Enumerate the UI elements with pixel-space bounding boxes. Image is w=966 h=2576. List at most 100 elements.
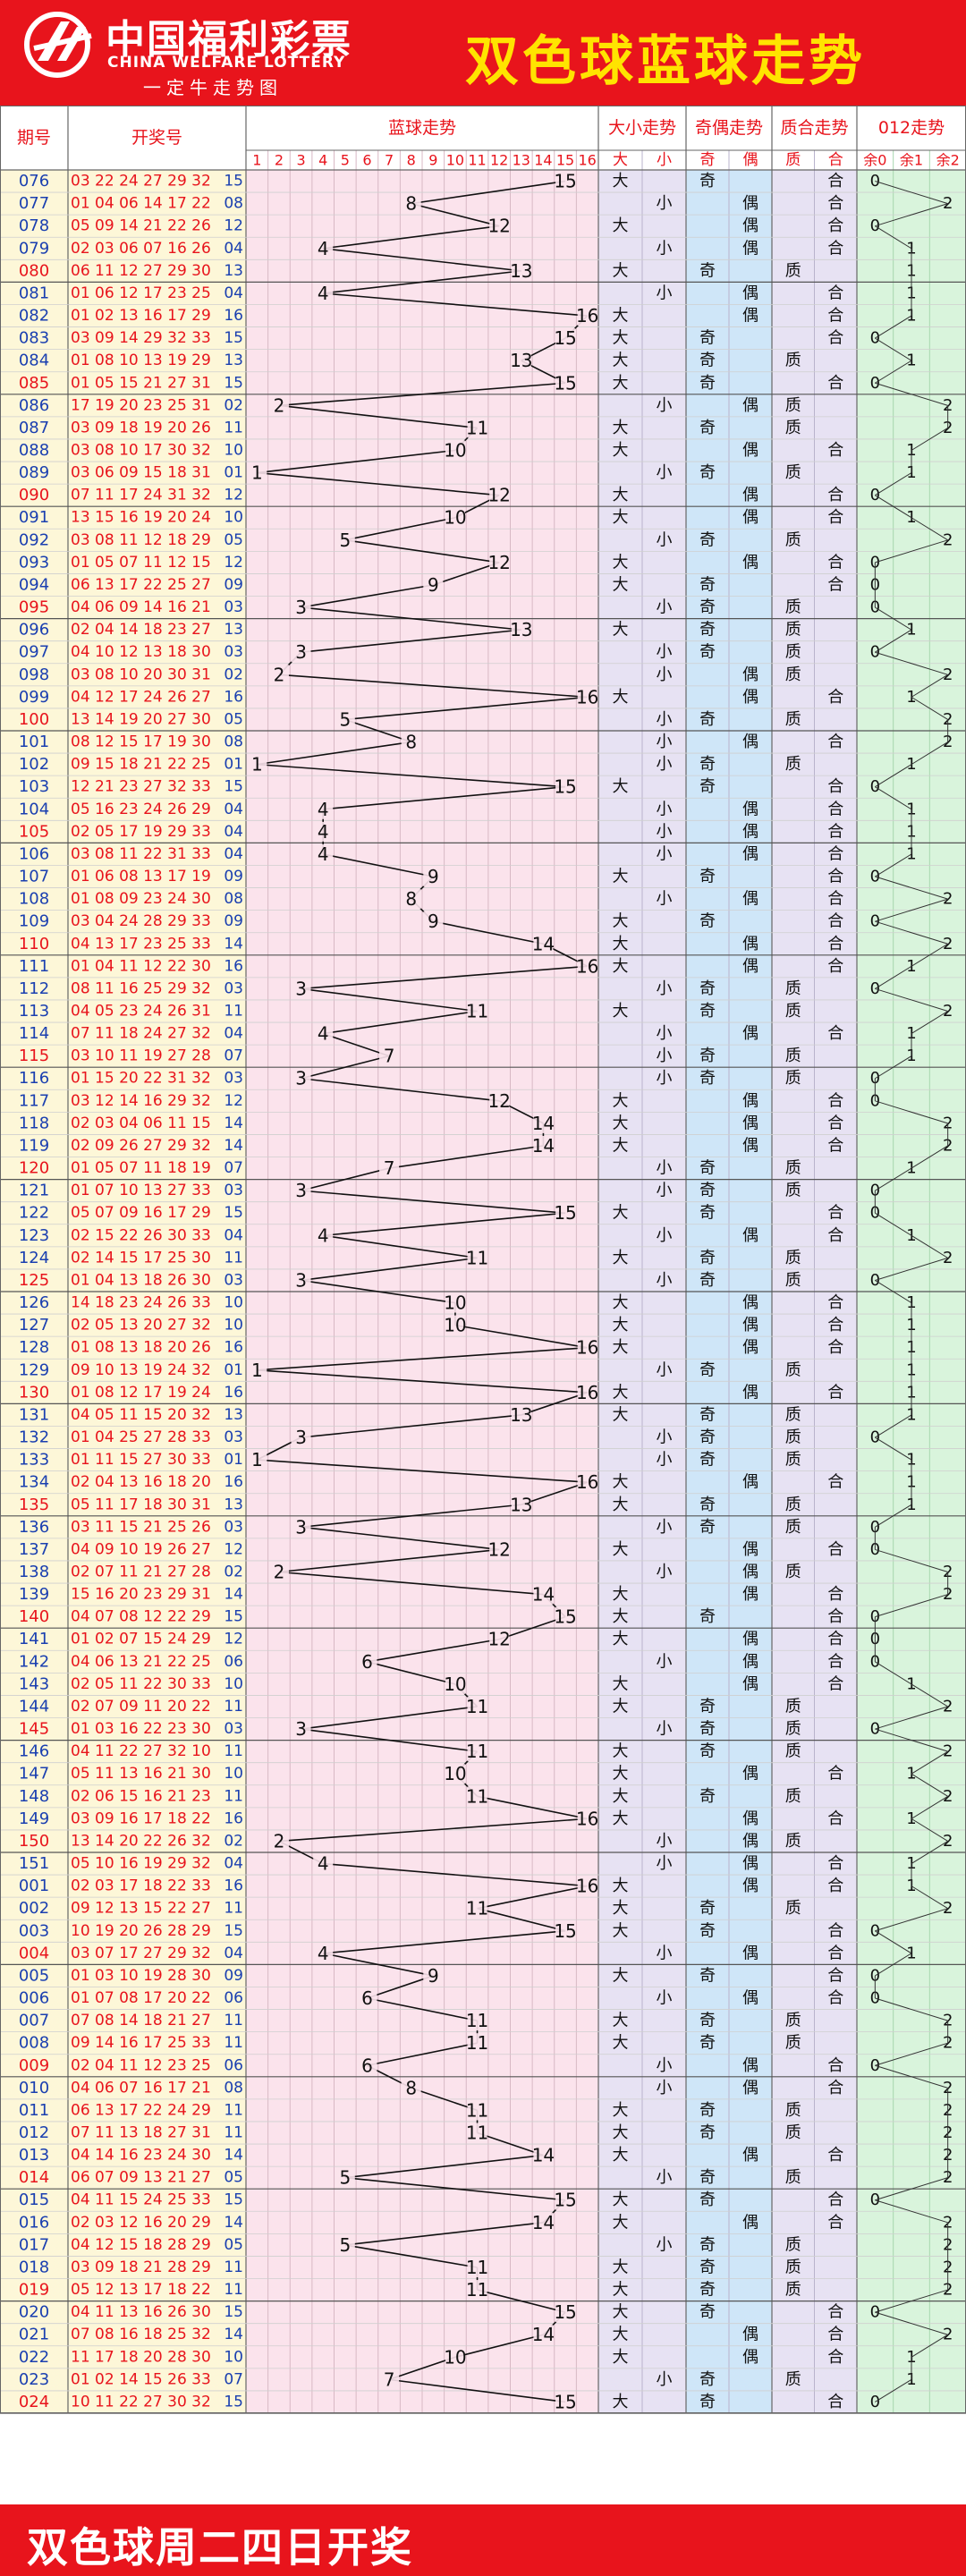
blue-point-bg bbox=[291, 1181, 311, 1201]
blue-trend-point: 12 bbox=[487, 1090, 510, 1112]
issue-number: 101 bbox=[19, 733, 49, 751]
blue-point-bg bbox=[467, 2123, 487, 2143]
red-ball-numbers: 02 14 15 17 25 30 bbox=[71, 1249, 211, 1267]
size-big-mark: 大 bbox=[613, 2123, 629, 2142]
blue-ball-number: 09 bbox=[224, 1967, 243, 1985]
blue-number-header: 9 bbox=[428, 152, 437, 169]
blue-trend-segment bbox=[301, 1526, 500, 1551]
mod-trend-segment bbox=[911, 674, 948, 698]
prime-mark: 质 bbox=[785, 1697, 801, 1716]
blue-trend-point: 15 bbox=[554, 171, 576, 192]
prime-mark: 质 bbox=[785, 1069, 801, 1088]
issue-number: 120 bbox=[19, 1159, 49, 1178]
mod-trend-segment bbox=[911, 943, 948, 967]
blue-number-header: 12 bbox=[490, 152, 508, 169]
prime-mark: 质 bbox=[785, 2370, 801, 2389]
blue-point-bg bbox=[489, 1539, 510, 1560]
size-small-mark: 小 bbox=[657, 2056, 673, 2075]
parity-odd-mark: 奇 bbox=[699, 1496, 716, 1514]
mod-trend-segment bbox=[875, 1908, 948, 1932]
issue-number: 010 bbox=[19, 2079, 49, 2097]
mod-trend-segment bbox=[911, 1750, 948, 1775]
composite-mark: 合 bbox=[827, 1540, 843, 1559]
parity-even-mark: 偶 bbox=[742, 1674, 758, 1693]
size-big-mark: 大 bbox=[613, 216, 629, 235]
parity-odd-mark: 奇 bbox=[699, 2303, 716, 2322]
composite-mark: 合 bbox=[827, 1204, 843, 1223]
blue-point-bg bbox=[489, 1090, 510, 1111]
blue-ball-number: 03 bbox=[224, 979, 243, 997]
blue-ball-number: 01 bbox=[224, 1451, 243, 1469]
composite-mark: 合 bbox=[827, 2146, 843, 2165]
issue-number: 023 bbox=[19, 2370, 49, 2389]
parity-even-mark: 偶 bbox=[742, 1652, 758, 1671]
parity-even-mark: 偶 bbox=[742, 665, 758, 684]
composite-mark: 合 bbox=[827, 777, 843, 796]
mod-trend-segment bbox=[875, 965, 912, 989]
composite-mark: 合 bbox=[827, 172, 843, 191]
composite-mark: 合 bbox=[827, 1293, 843, 1312]
blue-trend-point: 5 bbox=[339, 2167, 351, 2189]
size-small-mark: 小 bbox=[657, 1271, 673, 1290]
blue-trend-segment bbox=[322, 1032, 390, 1057]
issue-number: 113 bbox=[19, 1002, 49, 1021]
blue-point-bg bbox=[533, 1584, 554, 1605]
parity-odd-mark: 奇 bbox=[699, 1405, 716, 1424]
red-ball-numbers: 01 15 20 22 31 32 bbox=[71, 1070, 211, 1088]
composite-mark: 合 bbox=[827, 284, 843, 302]
issue-number: 126 bbox=[19, 1293, 49, 1312]
prime-mark: 质 bbox=[785, 1518, 801, 1537]
blue-trend-point: 9 bbox=[428, 574, 439, 596]
composite-mark: 合 bbox=[827, 2056, 843, 2075]
blue-ball-number: 10 bbox=[224, 2348, 243, 2366]
red-ball-numbers: 07 11 18 24 27 32 bbox=[71, 1025, 211, 1043]
blue-trend-point: 4 bbox=[318, 799, 329, 820]
blue-ball-number: 11 bbox=[224, 2281, 243, 2299]
parity-odd-mark: 奇 bbox=[699, 1787, 716, 1806]
issue-number: 149 bbox=[19, 1809, 49, 1828]
composite-mark: 合 bbox=[827, 2326, 843, 2344]
mod-trend-segment bbox=[875, 1706, 948, 1730]
mod-trend-segment bbox=[875, 1504, 912, 1528]
parity-even-mark: 偶 bbox=[742, 2056, 758, 2075]
blue-point-bg bbox=[467, 1898, 487, 1919]
red-ball-numbers: 01 04 13 18 26 30 bbox=[71, 1271, 211, 1289]
blue-ball-number: 14 bbox=[224, 2214, 243, 2232]
blue-trend-point: 10 bbox=[444, 1292, 466, 1314]
blue-ball-number: 14 bbox=[224, 2326, 243, 2343]
size-big-mark: 大 bbox=[613, 1742, 629, 1761]
size-small-mark: 小 bbox=[657, 800, 673, 818]
issue-number: 131 bbox=[19, 1405, 49, 1424]
blue-trend-segment bbox=[344, 516, 456, 541]
blue-ball-number: 10 bbox=[224, 509, 243, 527]
red-ball-numbers: 06 13 17 22 24 29 bbox=[71, 2101, 211, 2119]
prime-mark: 质 bbox=[785, 1360, 801, 1379]
mod-trend-segment bbox=[875, 2199, 948, 2224]
mod-trend-segment bbox=[875, 539, 948, 564]
blue-trend-segment bbox=[344, 2176, 566, 2201]
blue-ball-number: 12 bbox=[224, 554, 243, 572]
mod-sub-header: 余2 bbox=[936, 152, 960, 169]
red-ball-numbers: 02 07 09 11 20 22 bbox=[71, 1698, 211, 1716]
blue-trend-point: 13 bbox=[510, 260, 532, 282]
red-ball-numbers: 01 04 11 12 22 30 bbox=[71, 957, 211, 975]
blue-ball-number: 07 bbox=[224, 1159, 243, 1177]
issue-number: 098 bbox=[19, 665, 49, 684]
parity-odd-mark: 奇 bbox=[699, 352, 716, 370]
blue-trend-point: 7 bbox=[384, 2368, 395, 2390]
size-big-mark: 大 bbox=[613, 935, 629, 953]
parity-odd-mark: 奇 bbox=[699, 1966, 716, 1985]
blue-number-header: 8 bbox=[407, 152, 416, 169]
blue-point-bg bbox=[291, 1428, 311, 1448]
parity-odd-mark: 奇 bbox=[699, 463, 716, 482]
parity-left-header: 奇 bbox=[700, 151, 716, 169]
composite-mark: 合 bbox=[827, 2079, 843, 2097]
parity-odd-mark: 奇 bbox=[699, 1518, 716, 1537]
blue-ball-number: 08 bbox=[224, 195, 243, 213]
parity-even-mark: 偶 bbox=[742, 216, 758, 235]
red-ball-numbers: 04 06 13 21 22 25 bbox=[71, 1653, 211, 1671]
issue-column-bg bbox=[0, 106, 68, 2413]
red-ball-numbers: 02 03 17 18 22 33 bbox=[71, 1877, 211, 1895]
blue-trend-segment bbox=[257, 763, 566, 788]
size-big-mark: 大 bbox=[613, 2303, 629, 2322]
